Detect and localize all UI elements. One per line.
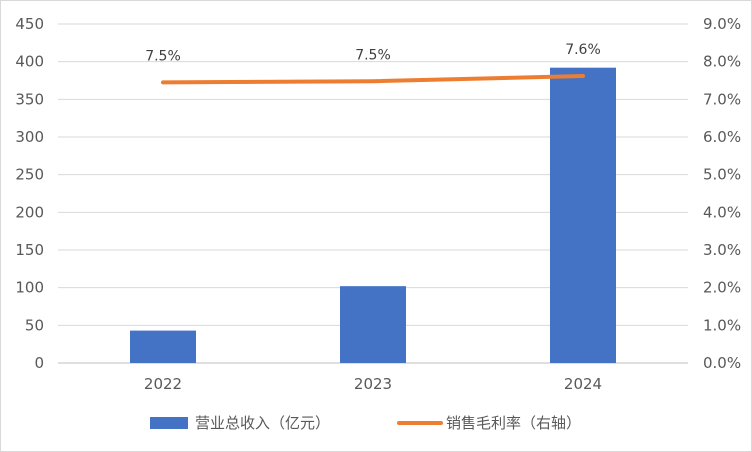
left-axis-ticks: 0 50 100 150 200 250 300 350 400 450 — [15, 15, 44, 372]
line-series — [161, 73, 585, 85]
line-margin — [161, 73, 585, 85]
right-tick-label: 2.0% — [703, 279, 741, 297]
bar-revenue-2024 — [550, 67, 616, 364]
right-tick-label: 9.0% — [703, 15, 741, 33]
right-tick-label: 1.0% — [703, 316, 741, 334]
right-tick-label: 6.0% — [703, 128, 741, 146]
left-tick-label: 450 — [15, 15, 44, 33]
bar-revenue-2022 — [130, 330, 196, 363]
bar-revenue-2023 — [340, 286, 406, 363]
x-axis-ticks: 2022 2023 2024 — [144, 375, 602, 393]
data-label-margin-2022: 7.5% — [145, 48, 181, 64]
data-label-margin-2023: 7.5% — [355, 47, 391, 63]
left-tick-label: 300 — [15, 128, 44, 146]
left-tick-label: 150 — [15, 241, 44, 259]
bar-series — [130, 67, 616, 364]
right-tick-label: 7.0% — [703, 90, 741, 108]
data-labels: 7.5% 7.5% 7.6% — [145, 42, 601, 64]
x-tick-label: 2022 — [144, 375, 182, 393]
right-tick-label: 5.0% — [703, 166, 741, 184]
right-tick-label: 4.0% — [703, 203, 741, 221]
left-tick-label: 100 — [15, 279, 44, 297]
left-tick-label: 350 — [15, 90, 44, 108]
legend-swatch-revenue — [150, 417, 188, 429]
x-tick-label: 2024 — [564, 375, 602, 393]
right-axis-ticks: 0.0% 1.0% 2.0% 3.0% 4.0% 5.0% 6.0% 7.0% 8.0% 9.0% — [703, 15, 741, 372]
left-tick-label: 400 — [15, 53, 44, 71]
right-tick-label: 0.0% — [703, 354, 741, 372]
right-tick-label: 3.0% — [703, 241, 741, 259]
right-tick-label: 8.0% — [703, 53, 741, 71]
left-tick-label: 0 — [34, 354, 44, 372]
left-tick-label: 250 — [15, 166, 44, 184]
legend-label-revenue: 营业总收入（亿元） — [195, 414, 330, 432]
x-tick-label: 2023 — [354, 375, 392, 393]
left-tick-label: 200 — [15, 203, 44, 221]
data-label-margin-2024: 7.6% — [565, 42, 601, 58]
left-tick-label: 50 — [25, 316, 44, 334]
legend-label-margin: 销售毛利率（右轴） — [446, 414, 581, 432]
legend: 营业总收入（亿元） 销售毛利率（右轴） — [150, 414, 581, 432]
